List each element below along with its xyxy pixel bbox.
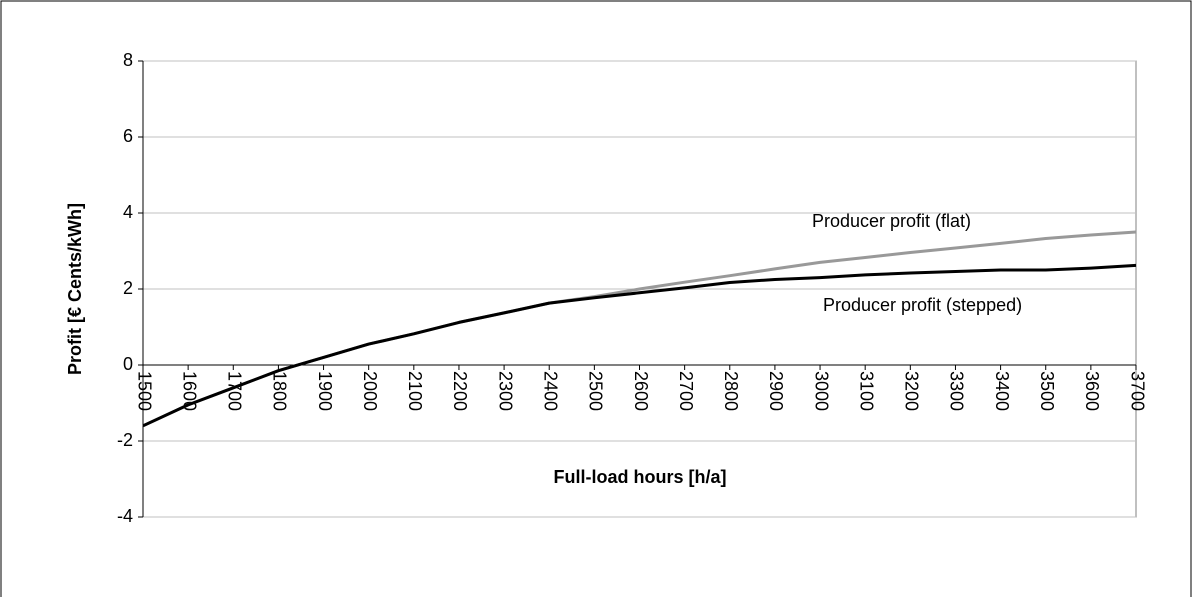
x-tick-label: 2500	[586, 371, 606, 411]
x-tick-label: 2000	[360, 371, 380, 411]
x-tick-label: 2800	[721, 371, 741, 411]
x-tick-label: 1800	[270, 371, 290, 411]
x-tick-label: 3200	[902, 371, 922, 411]
series-label: Producer profit (stepped)	[823, 295, 1022, 315]
x-tick-label: 2700	[676, 371, 696, 411]
y-tick-label: 0	[123, 354, 133, 374]
x-tick-label: 2300	[495, 371, 515, 411]
y-tick-label: -2	[117, 430, 133, 450]
y-tick-label: -4	[117, 506, 133, 526]
x-tick-label: 3700	[1127, 371, 1147, 411]
x-tick-label: 2400	[540, 371, 560, 411]
x-axis-label: Full-load hours [h/a]	[554, 467, 727, 487]
x-tick-label: 2600	[631, 371, 651, 411]
x-tick-label: 1500	[134, 371, 154, 411]
y-axis-label: Profit [€ Cents/kWh]	[65, 203, 85, 375]
y-tick-label: 6	[123, 126, 133, 146]
x-tick-label: 3400	[992, 371, 1012, 411]
y-tick-label: 8	[123, 50, 133, 70]
x-tick-label: 3000	[811, 371, 831, 411]
x-tick-label: 2900	[766, 371, 786, 411]
x-tick-label: 3300	[947, 371, 967, 411]
x-tick-label: 3500	[1037, 371, 1057, 411]
x-tick-label: 1700	[225, 371, 245, 411]
series-label: Producer profit (flat)	[812, 211, 971, 231]
line-series	[142, 263, 1137, 428]
x-tick-label: 3600	[1082, 371, 1102, 411]
x-tick-label: 1900	[315, 371, 335, 411]
y-tick-label: 2	[123, 278, 133, 298]
x-tick-label: 3100	[856, 371, 876, 411]
y-tick-label: 4	[123, 202, 133, 222]
x-tick-label: 2100	[405, 371, 425, 411]
x-tick-label: 2200	[450, 371, 470, 411]
